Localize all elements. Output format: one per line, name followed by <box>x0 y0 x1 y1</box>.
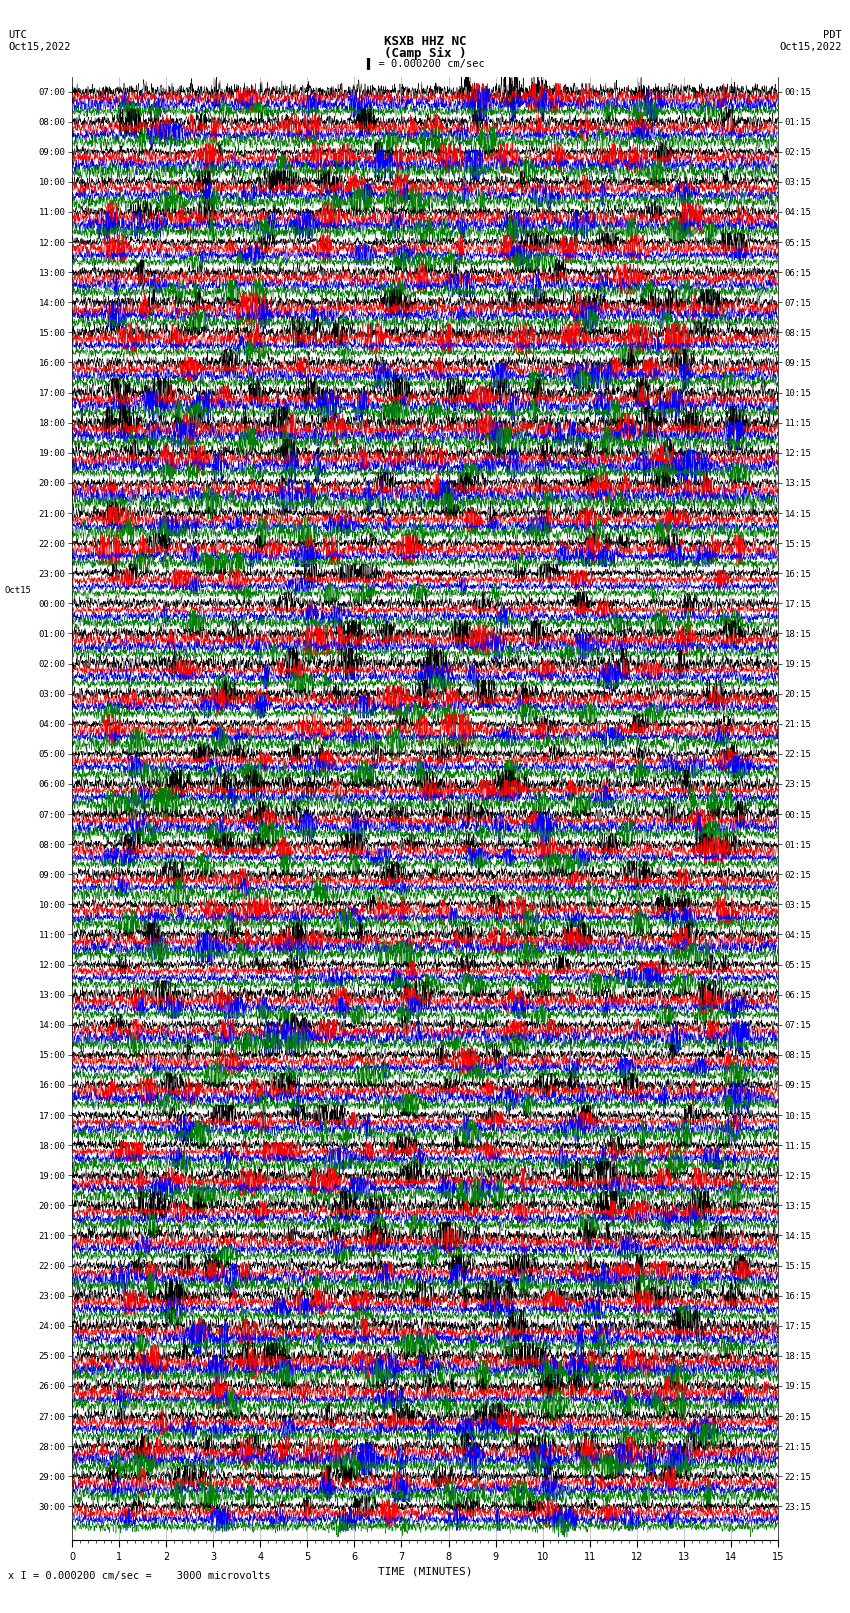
Text: Oct15,2022: Oct15,2022 <box>8 42 71 52</box>
X-axis label: TIME (MINUTES): TIME (MINUTES) <box>377 1566 473 1576</box>
Text: KSXB HHZ NC: KSXB HHZ NC <box>383 35 467 48</box>
Text: (Camp Six ): (Camp Six ) <box>383 47 467 60</box>
Text: Oct15,2022: Oct15,2022 <box>779 42 842 52</box>
Text: ▌ = 0.000200 cm/sec: ▌ = 0.000200 cm/sec <box>366 58 484 69</box>
Text: Oct15: Oct15 <box>4 586 31 595</box>
Text: UTC: UTC <box>8 31 27 40</box>
Text: x I = 0.000200 cm/sec =    3000 microvolts: x I = 0.000200 cm/sec = 3000 microvolts <box>8 1571 271 1581</box>
Text: PDT: PDT <box>823 31 842 40</box>
